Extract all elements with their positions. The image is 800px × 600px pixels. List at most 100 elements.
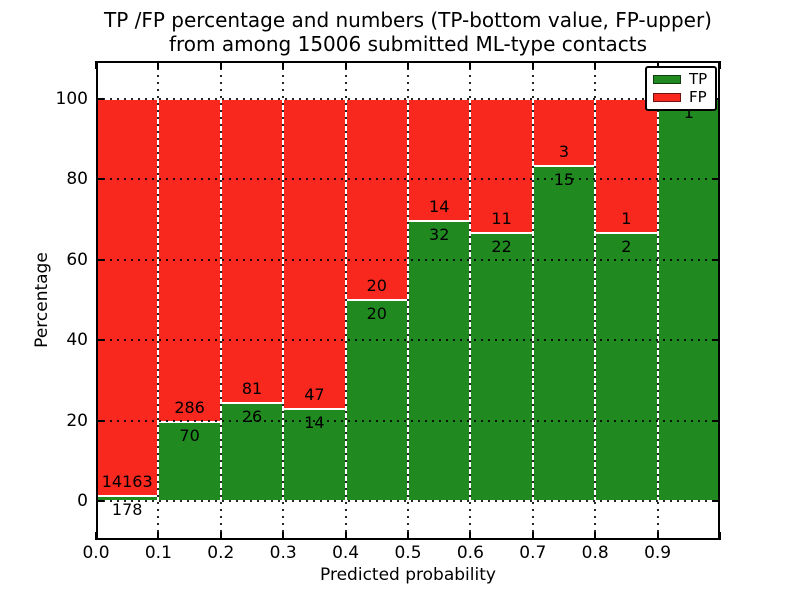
- bar-segment-fp: [345, 99, 408, 300]
- x-tickmark: [95, 61, 97, 69]
- x-tick-label: 0.2: [207, 543, 235, 563]
- tp-count-label: 178: [111, 500, 143, 519]
- fp-count-label: 3: [558, 142, 570, 161]
- x-tick-label: 0.9: [644, 543, 672, 563]
- v-gridline: [656, 61, 659, 540]
- x-tick-label: 0.3: [269, 543, 297, 563]
- x-tickmark: [532, 532, 534, 540]
- tp-count-label: 22: [491, 237, 512, 256]
- y-tickmark: [96, 500, 104, 502]
- x-tickmark: [220, 532, 222, 540]
- legend-entry-tp: TP: [653, 71, 709, 88]
- y-tickmark: [96, 339, 104, 342]
- x-tickmark: [407, 61, 409, 69]
- y-tickmark: [96, 178, 104, 181]
- chart-title: TP /FP percentage and numbers (TP-bottom…: [96, 8, 720, 56]
- bar-segment-tp: [595, 233, 658, 501]
- y-tick-label: 100: [55, 89, 88, 109]
- x-tick-label: 0.5: [394, 543, 422, 563]
- y-tickmark: [96, 419, 104, 422]
- x-tickmark: [282, 532, 284, 540]
- bar-segment-fp: [96, 99, 159, 496]
- x-tick-label: 0.4: [332, 543, 360, 563]
- v-gridline: [219, 61, 222, 540]
- legend-entry-fp: FP: [653, 89, 709, 106]
- fp-count-label: 47: [304, 384, 325, 404]
- y-tick-label: 40: [66, 330, 88, 351]
- tp-count-label: 70: [179, 425, 200, 445]
- x-tickmark: [407, 532, 409, 540]
- tp-color-swatch-icon: [653, 75, 681, 84]
- bar-segment-tp: [470, 233, 533, 501]
- fp-count-label: 14163: [101, 472, 153, 491]
- x-tickmark: [282, 61, 284, 69]
- x-tickmark: [719, 61, 721, 69]
- fp-count-label: 81: [241, 379, 263, 399]
- bar-segment-tp: [158, 421, 221, 501]
- y-tickmark: [96, 98, 104, 100]
- bar-segment-tp: [220, 403, 284, 501]
- fp-color-swatch-icon: [653, 93, 681, 102]
- x-tickmark: [532, 61, 534, 69]
- fp-count-label: 11: [491, 209, 512, 228]
- y-axis-label: Percentage: [32, 252, 52, 348]
- x-tickmark: [345, 532, 347, 540]
- x-tick-label: 0.8: [581, 543, 609, 563]
- x-tickmark: [220, 61, 222, 69]
- x-tickmark: [469, 532, 471, 540]
- x-tick-label: 0.6: [456, 543, 484, 563]
- fp-count-label: 1: [621, 209, 632, 228]
- x-tickmark: [157, 61, 159, 69]
- x-tickmark: [95, 532, 97, 540]
- plot-area: 14163 178 286 70 81 26 47 14 20 20 14 32 11 22 3 15 1 2 1: [95, 61, 721, 540]
- fp-count-label: 14: [429, 197, 450, 217]
- y-tickmark: [712, 500, 720, 502]
- tp-count-label: 14: [304, 412, 325, 432]
- fp-count-label: 286: [174, 397, 205, 417]
- tp-count-label: 15: [553, 170, 575, 189]
- bar-segment-tp: [657, 99, 720, 501]
- y-tick-label: 0: [77, 491, 88, 511]
- y-tickmark: [712, 258, 720, 261]
- x-tick-label: 0.1: [144, 543, 172, 563]
- tp-count-label: 1: [683, 103, 694, 122]
- chart-title-line1: TP /FP percentage and numbers (TP-bottom…: [104, 8, 712, 32]
- y-tick-label: 80: [66, 169, 88, 190]
- bar-segment-fp: [283, 99, 346, 409]
- bar-segment-tp: [532, 166, 596, 501]
- v-gridline: [531, 61, 534, 540]
- x-tick-label: 0.0: [82, 543, 110, 563]
- bar-segment-fp: [220, 99, 284, 404]
- tp-count-label: 2: [621, 237, 632, 256]
- tp-count-label: 32: [429, 225, 450, 245]
- legend-label-fp: FP: [689, 88, 707, 106]
- y-tick-label: 60: [66, 249, 88, 270]
- y-tick-label: 20: [66, 410, 88, 431]
- v-gridline: [469, 61, 472, 540]
- x-tick-label: 0.7: [519, 543, 547, 563]
- y-tickmark: [712, 178, 720, 181]
- v-gridline: [407, 61, 409, 540]
- x-tickmark: [345, 61, 347, 69]
- x-tickmark: [594, 61, 596, 69]
- bar-segment-tp: [408, 221, 471, 501]
- v-gridline: [344, 61, 347, 540]
- legend: TP FP: [645, 66, 717, 111]
- tp-count-label: 26: [241, 407, 263, 427]
- x-tickmark: [594, 532, 596, 540]
- chart-title-line2: from among 15006 submitted ML-type conta…: [168, 32, 648, 56]
- y-tickmark: [712, 419, 720, 422]
- legend-label-tp: TP: [689, 70, 708, 88]
- v-gridline: [282, 61, 285, 540]
- x-tickmark: [469, 61, 471, 69]
- x-tickmark: [657, 61, 659, 69]
- x-axis-label: Predicted probability: [320, 565, 496, 585]
- x-tickmark: [657, 532, 659, 540]
- v-gridline: [157, 61, 160, 540]
- v-gridline: [594, 61, 597, 540]
- x-tickmark: [157, 532, 159, 540]
- fp-count-label: 20: [366, 276, 387, 295]
- x-tickmark: [719, 532, 721, 540]
- bar-segment-tp: [345, 300, 408, 501]
